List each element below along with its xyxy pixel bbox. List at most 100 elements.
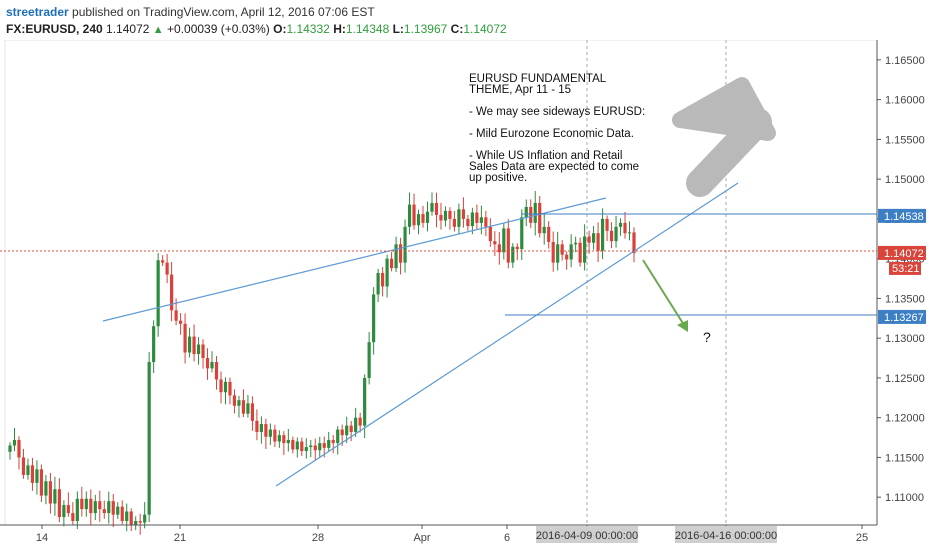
candle[interactable] [39,464,44,503]
candle[interactable] [511,243,515,268]
candle[interactable] [587,230,591,254]
candle[interactable] [26,458,30,480]
candle[interactable] [506,219,510,269]
candle[interactable] [165,253,169,284]
candle[interactable] [183,313,187,364]
candle[interactable] [345,416,349,444]
candle[interactable] [264,418,268,449]
candle[interactable] [201,339,205,369]
candle[interactable] [609,222,614,249]
candle[interactable] [232,389,237,414]
candle[interactable] [111,493,115,528]
candle[interactable] [277,430,281,448]
candle[interactable] [448,207,452,230]
candle[interactable] [309,440,313,458]
candle[interactable] [57,478,61,523]
candle[interactable] [71,502,75,525]
candle[interactable] [524,199,528,227]
candle[interactable] [12,427,17,452]
author-link[interactable]: streetrader [6,5,69,19]
candle[interactable] [53,476,57,516]
candle[interactable] [407,192,412,235]
candle[interactable] [178,312,183,335]
candle[interactable] [318,436,322,459]
candle[interactable] [286,429,290,452]
candle[interactable] [578,237,582,267]
candle[interactable] [439,202,443,230]
candle[interactable] [196,337,201,365]
candle[interactable] [434,192,439,228]
candle[interactable] [354,407,358,437]
candle[interactable] [479,205,483,235]
candle[interactable] [93,494,97,521]
candle[interactable] [152,320,156,373]
candle[interactable] [336,426,340,455]
candle[interactable] [156,253,160,337]
candle[interactable] [295,437,299,458]
candle[interactable] [484,210,488,237]
candle[interactable] [102,500,106,519]
candle[interactable] [80,486,84,517]
candle[interactable] [187,327,192,358]
symbol-label[interactable]: FX:EURUSD, 240 [6,22,103,36]
gray-arrow-icon[interactable] [672,77,776,197]
candle[interactable] [228,377,232,405]
candle[interactable] [192,324,196,362]
candle[interactable] [425,201,430,232]
candle[interactable] [389,251,394,272]
candle[interactable] [300,437,304,456]
candle[interactable] [502,223,506,260]
candle[interactable] [250,396,255,431]
candle[interactable] [551,231,555,272]
candle[interactable] [30,457,35,491]
candle[interactable] [282,431,286,455]
candle[interactable] [493,231,497,256]
candle[interactable] [327,431,331,452]
candle[interactable] [170,262,174,322]
candle[interactable] [313,438,317,461]
candle[interactable] [273,424,277,448]
candle[interactable] [44,474,48,505]
candle[interactable] [75,491,79,529]
candle[interactable] [618,218,623,236]
candle[interactable] [246,394,250,418]
candle[interactable] [331,435,335,454]
upper-trendline[interactable] [102,197,607,322]
candle[interactable] [125,503,129,532]
candle[interactable] [255,409,259,441]
candle[interactable] [304,438,308,459]
candle[interactable] [583,224,587,271]
candle[interactable] [515,243,519,261]
candle[interactable] [412,193,416,230]
candle[interactable] [385,254,389,298]
candle[interactable] [533,191,537,236]
candle[interactable] [394,236,398,273]
candle[interactable] [470,207,474,235]
candle[interactable] [538,195,542,238]
candle[interactable] [291,436,295,454]
candle[interactable] [623,211,627,239]
candle[interactable] [627,221,632,241]
candle[interactable] [632,227,636,263]
candle[interactable] [143,502,147,529]
candle[interactable] [219,371,223,404]
candle[interactable] [205,348,210,380]
candle[interactable] [600,208,605,260]
candle[interactable] [381,267,385,297]
candle[interactable] [461,197,466,228]
candle[interactable] [560,240,564,261]
candle[interactable] [223,377,228,405]
candle[interactable] [134,516,138,531]
candle[interactable] [565,251,569,270]
candle[interactable] [138,513,142,535]
candle[interactable] [416,209,421,235]
candle[interactable] [443,206,448,227]
candle[interactable] [129,508,133,532]
candle[interactable] [35,460,39,495]
candle[interactable] [398,237,403,275]
candle[interactable] [466,214,470,231]
candle[interactable] [591,225,596,250]
lower-trendline[interactable] [275,182,739,487]
candle[interactable] [475,204,479,230]
